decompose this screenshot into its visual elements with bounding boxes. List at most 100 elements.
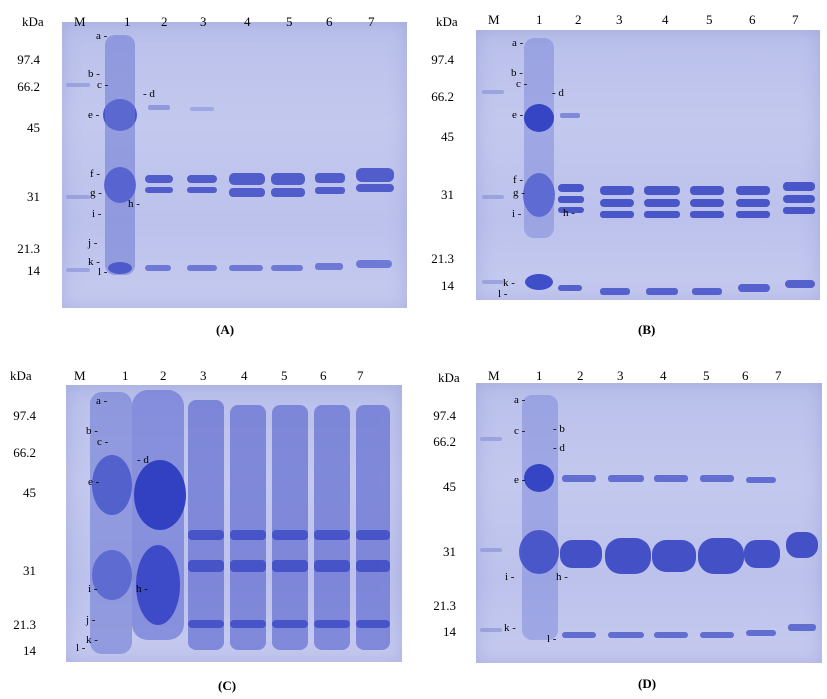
- band-label-a-e: e -: [88, 109, 100, 121]
- mw-label-b-21: 21.3: [431, 251, 454, 266]
- lane-label-a-6: 6: [326, 14, 333, 29]
- band-label-d-e: e -: [514, 474, 526, 486]
- lane-label-a-3: 3: [200, 14, 207, 29]
- band-label-a-i: i -: [92, 208, 102, 220]
- lane-label-b-5: 5: [706, 12, 713, 27]
- caption-c: (C): [218, 678, 237, 693]
- band-label-d-a: a -: [514, 394, 526, 406]
- band-label-c-i: i -: [88, 583, 98, 595]
- mw-label-b-45: 45: [441, 129, 454, 144]
- band-label-b-b: b -: [511, 67, 523, 79]
- mw-label-c-21: 21.3: [13, 617, 36, 632]
- mw-label-b-66: 66.2: [431, 89, 454, 104]
- band-label-a-a: a -: [96, 30, 108, 42]
- band-label-c-k: k -: [86, 634, 98, 646]
- kda-label-b: kDa: [436, 14, 458, 29]
- mw-label-c-31: 31: [23, 563, 36, 578]
- lane-label-d-6: 6: [742, 368, 749, 383]
- band-label-a-c: c -: [97, 79, 109, 91]
- caption-d: (D): [638, 676, 657, 691]
- band-label-c-d: - d: [137, 454, 149, 466]
- mw-label-b-97: 97.4: [431, 52, 454, 67]
- band-label-a-k: k -: [88, 256, 100, 268]
- lane-label-d-4: 4: [660, 368, 667, 383]
- band-label-b-g: g -: [513, 187, 525, 199]
- mw-label-a-45: 45: [27, 120, 40, 135]
- lane-label-d-5: 5: [703, 368, 710, 383]
- mw-label-c-45: 45: [23, 485, 36, 500]
- lane-label-b-2: 2: [575, 12, 582, 27]
- kda-label-a: kDa: [22, 14, 44, 29]
- band-label-c-e: e -: [88, 476, 100, 488]
- band-label-b-f: f -: [513, 174, 524, 186]
- mw-label-d-45: 45: [443, 479, 456, 494]
- band-label-d-l: l -: [547, 633, 557, 645]
- lane-label-d-1: 1: [536, 368, 543, 383]
- mw-label-d-31: 31: [443, 544, 456, 559]
- band-label-c-l: l -: [76, 642, 86, 654]
- mw-label-a-14: 14: [27, 263, 40, 278]
- band-label-d-h: h -: [556, 571, 568, 583]
- marker-lane-label-d: M: [488, 368, 500, 383]
- mw-label-c-66: 66.2: [13, 445, 36, 460]
- lane-label-c-6: 6: [320, 368, 327, 383]
- mw-label-d-14: 14: [443, 624, 456, 639]
- mw-label-b-31: 31: [441, 187, 454, 202]
- lane-label-b-6: 6: [749, 12, 756, 27]
- band-label-b-c: c -: [516, 78, 528, 90]
- lane-label-b-3: 3: [616, 12, 623, 27]
- band-label-c-j: j -: [86, 614, 96, 626]
- lane-label-a-2: 2: [161, 14, 168, 29]
- band-label-a-f: f -: [90, 168, 101, 180]
- band-label-c-h: h -: [136, 583, 148, 595]
- band-label-b-h: h -: [563, 207, 575, 219]
- band-label-d-c: c -: [514, 425, 526, 437]
- marker-lane-label-b: M: [488, 12, 500, 27]
- marker-lane-label-c: M: [74, 368, 86, 383]
- kda-label-c: kDa: [10, 368, 32, 383]
- lane-label-c-2: 2: [160, 368, 167, 383]
- lane-label-c-1: 1: [122, 368, 129, 383]
- band-label-c-b: b -: [86, 425, 98, 437]
- mw-label-a-97: 97.4: [17, 52, 40, 67]
- mw-label-a-31: 31: [27, 189, 40, 204]
- band-label-b-k: k -: [503, 277, 515, 289]
- band-label-a-g: g -: [90, 187, 102, 199]
- lane-label-c-5: 5: [281, 368, 288, 383]
- lane-label-c-7: 7: [357, 368, 364, 383]
- gel-image-d: [476, 383, 822, 663]
- band-label-b-l: l -: [498, 288, 508, 300]
- caption-a: (A): [216, 322, 235, 337]
- band-label-a-l: l -: [98, 266, 108, 278]
- band-label-c-a: a -: [96, 395, 108, 407]
- lane-label-a-4: 4: [244, 14, 251, 29]
- mw-label-d-66: 66.2: [433, 434, 456, 449]
- mw-label-c-14: 14: [23, 643, 36, 658]
- band-label-c-c: c -: [97, 436, 109, 448]
- band-label-b-i: i -: [512, 208, 522, 220]
- band-label-d-k: k -: [504, 622, 516, 634]
- band-label-b-a: a -: [512, 37, 524, 49]
- band-label-b-d: - d: [552, 87, 564, 99]
- band-label-d-d: - d: [553, 442, 565, 454]
- lane-label-d-2: 2: [577, 368, 584, 383]
- mw-label-a-66: 66.2: [17, 79, 40, 94]
- lane-label-d-3: 3: [617, 368, 624, 383]
- kda-label-d: kDa: [438, 370, 460, 385]
- lane-label-b-7: 7: [792, 12, 799, 27]
- band-label-d-i: i -: [505, 571, 515, 583]
- band-label-d-b: - b: [553, 423, 565, 435]
- lane-label-a-5: 5: [286, 14, 293, 29]
- band-label-a-h: h -: [128, 198, 140, 210]
- band-label-a-b: b -: [88, 68, 100, 80]
- lane-label-b-4: 4: [662, 12, 669, 27]
- lane-label-c-3: 3: [200, 368, 207, 383]
- lane-label-d-7: 7: [775, 368, 782, 383]
- lane-label-b-1: 1: [536, 12, 543, 27]
- mw-label-d-21: 21.3: [433, 598, 456, 613]
- mw-label-a-21: 21.3: [17, 241, 40, 256]
